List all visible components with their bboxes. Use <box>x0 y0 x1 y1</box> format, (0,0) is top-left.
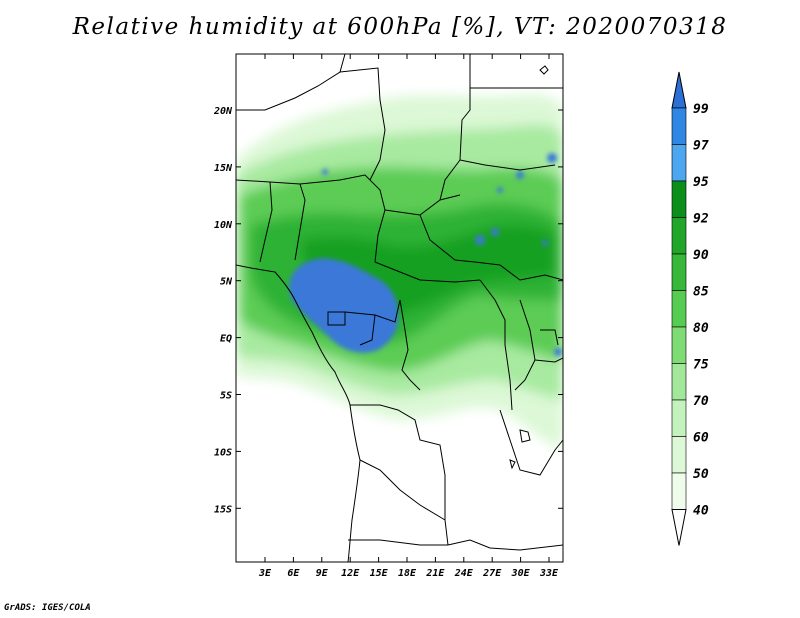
colorbar-label: 92 <box>693 212 709 227</box>
colorbar-label: 60 <box>693 431 709 446</box>
longitude-axis: 3E 6E 9E 12E 15E 18E 21E 24E 27E 30E 33E <box>258 54 559 579</box>
colorbar-bottom-arrow <box>671 509 687 546</box>
colorbar-label: 97 <box>693 139 709 154</box>
lat-label: 15N <box>214 163 233 174</box>
colorbar-segment <box>671 180 687 218</box>
colorbar-segment <box>671 253 687 291</box>
colorbar-label: 50 <box>693 467 709 482</box>
lat-label: 5S <box>220 391 232 402</box>
colorbar-segment <box>671 436 687 474</box>
grads-credit: GrADS: IGES/COLA <box>4 603 91 613</box>
colorbar-segment <box>671 363 687 401</box>
lon-label: 18E <box>398 568 417 579</box>
colorbar-segment <box>671 290 687 328</box>
lon-label: 24E <box>454 568 474 579</box>
colorbar-label: 40 <box>693 504 709 519</box>
lon-label: 27E <box>482 568 502 579</box>
lat-label: EQ <box>220 334 232 345</box>
colorbar-segment <box>671 144 687 182</box>
lon-label: 3E <box>258 568 272 579</box>
lon-label: 9E <box>316 568 329 579</box>
colorbar-label: 80 <box>693 321 709 336</box>
colorbar-label: 99 <box>693 102 709 117</box>
lat-label: 5N <box>220 277 233 288</box>
colorbar-label: 85 <box>693 285 709 300</box>
colorbar-label: 75 <box>693 358 709 373</box>
lat-label: 10N <box>214 220 233 231</box>
lat-label: 10S <box>214 447 232 458</box>
colorbar-segment <box>671 217 687 255</box>
colorbar: 99 97 95 92 90 85 80 75 70 60 50 40 <box>671 71 709 546</box>
colorbar-segment <box>671 107 687 145</box>
country-borders <box>236 54 563 562</box>
colorbar-segment <box>671 326 687 364</box>
chart-title: Relative humidity at 600hPa [%], VT: 202… <box>72 14 728 40</box>
colorbar-segment <box>671 472 687 510</box>
colorbar-label: 90 <box>693 248 709 263</box>
humidity-band-blue <box>289 258 399 353</box>
map-frame <box>235 53 564 563</box>
lon-label: 21E <box>425 568 445 579</box>
latitude-axis: 20N 15N 10N 5N EQ 5S 10S 15S <box>213 106 563 515</box>
lat-label: 20N <box>213 106 233 117</box>
lon-label: 12E <box>341 568 360 579</box>
colorbar-label: 95 <box>693 175 709 190</box>
colorbar-label: 70 <box>693 394 709 409</box>
colorbar-top-arrow <box>671 71 687 109</box>
lon-label: 30E <box>511 568 531 579</box>
lon-label: 33E <box>539 568 559 579</box>
lat-label: 15S <box>214 504 232 515</box>
lon-label: 15E <box>370 568 389 579</box>
colorbar-segment <box>671 399 687 437</box>
lon-label: 6E <box>287 568 300 579</box>
